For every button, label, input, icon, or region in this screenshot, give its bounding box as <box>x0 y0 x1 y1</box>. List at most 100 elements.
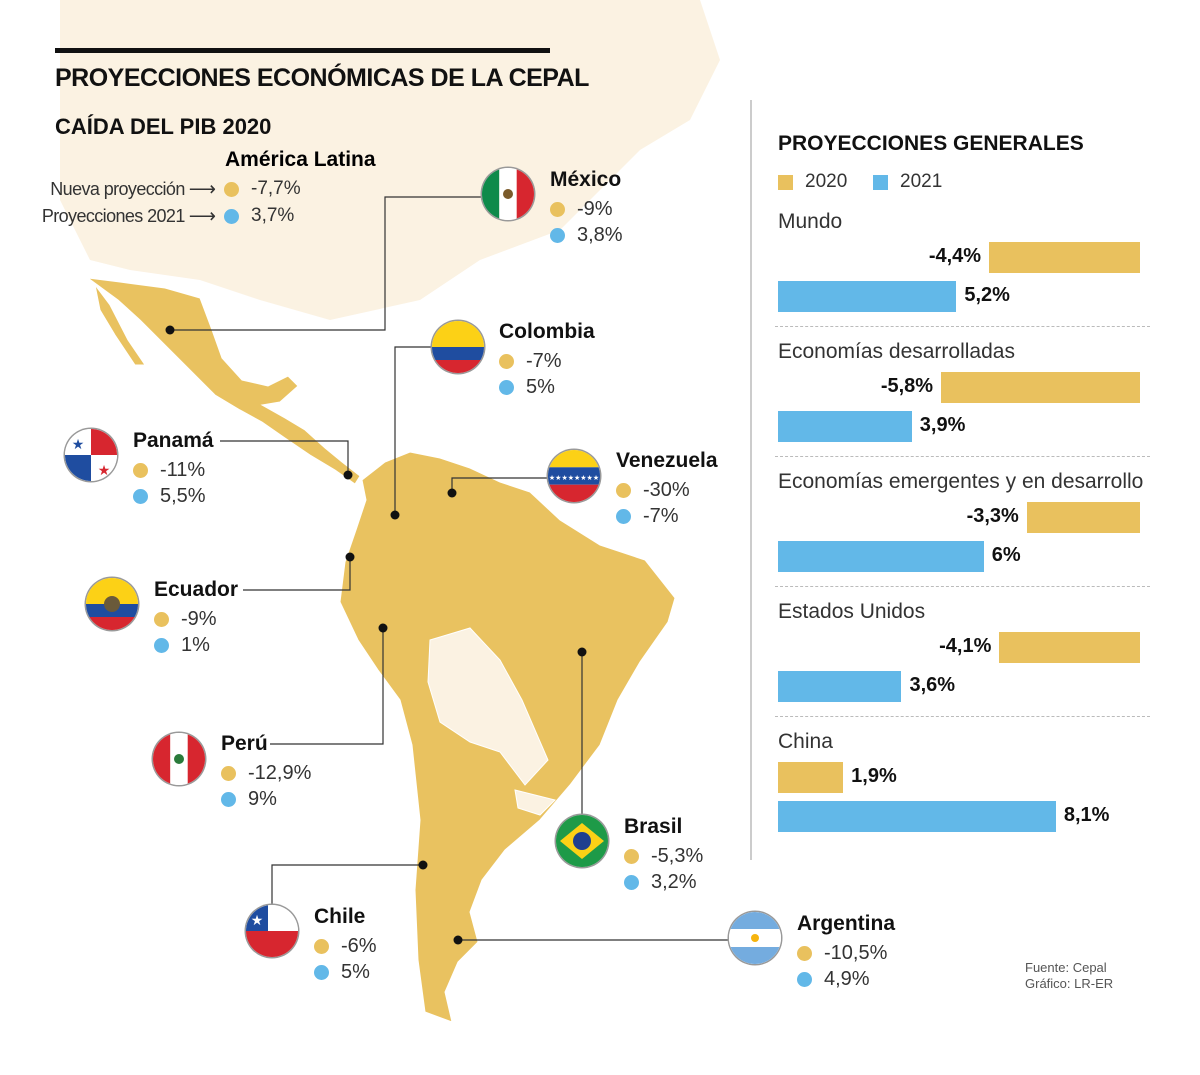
country-2020-argentina: -10,5% <box>797 942 887 965</box>
category-label: Economías emergentes y en desarrollo <box>778 470 1144 493</box>
dot-2021 <box>616 509 631 524</box>
source-note: Fuente: Cepal Gráfico: LR-ER <box>1025 960 1113 992</box>
latin-america-2020: -7,7% <box>224 178 301 200</box>
latin-america-title: América Latina <box>225 148 376 171</box>
value-2020: -7% <box>526 350 562 372</box>
divider <box>750 100 752 860</box>
flag-panama-icon: ★ ★ <box>65 429 117 481</box>
dot-2020 <box>154 612 169 627</box>
svg-text:★: ★ <box>72 436 85 452</box>
value-2021: 5,5% <box>160 485 206 507</box>
bar-2020 <box>1026 502 1140 533</box>
category-label: Mundo <box>778 210 843 233</box>
bar-label-2021: 8,1% <box>1063 804 1110 826</box>
bolivia-paraguay-light <box>427 627 556 816</box>
legend-2020: 2020 <box>778 171 847 193</box>
subtitle: CAÍDA DEL PIB 2020 <box>55 114 272 139</box>
category-separator <box>775 326 1150 327</box>
value-2021: 3,8% <box>577 224 623 246</box>
value-2020: -6% <box>341 935 377 957</box>
flag-colombia-icon <box>432 321 484 373</box>
country-name-peru: Perú <box>221 732 268 755</box>
flag-ecuador-icon <box>86 578 138 630</box>
country-2020-peru: -12,9% <box>221 762 311 785</box>
arrow-icon: ⟶ <box>188 206 216 227</box>
country-2020-mexico: -9% <box>550 198 613 221</box>
country-2020-brasil: -5,3% <box>624 845 703 868</box>
country-name-venezuela: Venezuela <box>616 449 718 472</box>
svg-text:★★★★★★★★: ★★★★★★★★ <box>549 474 599 482</box>
legend-label: 2020 <box>805 171 848 192</box>
dot-2020 <box>221 766 236 781</box>
bar-label-2021: 6% <box>991 544 1021 566</box>
dot-2020 <box>133 463 148 478</box>
country-2021-mexico: 3,8% <box>550 224 623 247</box>
country-2020-chile: -6% <box>314 935 377 958</box>
country-name-brasil: Brasil <box>624 815 683 838</box>
bar-2021 <box>778 281 957 312</box>
value-2020: -30% <box>643 479 690 501</box>
value-2020: -9% <box>181 608 217 630</box>
country-name-colombia: Colombia <box>499 320 595 343</box>
mexico-central-america-land <box>86 277 361 485</box>
bar-label-2020: -4,4% <box>928 245 982 267</box>
value: -7,7% <box>251 178 301 199</box>
country-2021-peru: 9% <box>221 788 277 811</box>
country-2021-ecuador: 1% <box>154 634 210 657</box>
top-rule <box>55 48 550 53</box>
bar-label-2021: 3,9% <box>919 414 966 436</box>
north-america-background <box>60 0 720 320</box>
country-2020-panama: -11% <box>133 459 205 482</box>
value-2021: 5% <box>341 961 370 983</box>
dot-2021 <box>550 228 565 243</box>
value-2020: -12,9% <box>248 762 312 784</box>
label: Nueva proyección <box>50 179 185 199</box>
flag-mexico-icon <box>482 168 534 220</box>
value-2020: -10,5% <box>824 942 888 964</box>
category-separator <box>775 456 1150 457</box>
legend-label: 2021 <box>900 171 943 192</box>
flag-chile-icon: ★ <box>246 905 298 957</box>
category-separator <box>775 716 1150 717</box>
flag-venezuela-icon: ★★★★★★★★ <box>548 450 600 502</box>
value-2021: 9% <box>248 788 277 810</box>
value-2020: -9% <box>577 198 613 220</box>
arrow-icon: ⟶ <box>188 179 216 200</box>
value: 3,7% <box>251 205 295 226</box>
dot-2020 <box>314 939 329 954</box>
country-name-ecuador: Ecuador <box>154 578 239 601</box>
flag-argentina-icon <box>729 912 781 964</box>
bar-2021 <box>778 541 984 572</box>
country-2020-colombia: -7% <box>499 350 562 373</box>
bar-label-2020: -3,3% <box>966 505 1019 527</box>
leader-lines <box>170 196 728 941</box>
bar-label-2021: 3,6% <box>909 674 956 696</box>
bar-label-2020: -4,1% <box>939 635 992 657</box>
dot-2020 <box>797 946 812 961</box>
value-2020: -11% <box>160 459 206 481</box>
source: Fuente: Cepal <box>1025 960 1107 975</box>
dot-2021 <box>624 875 639 890</box>
dot-2020 <box>624 849 639 864</box>
country-2021-panama: 5,5% <box>133 485 206 508</box>
category-label: Economías desarrolladas <box>778 340 1015 363</box>
value-2020: -5,3% <box>651 845 704 867</box>
country-2020-venezuela: -30% <box>616 479 690 502</box>
category-label: China <box>778 730 833 753</box>
country-2021-brasil: 3,2% <box>624 871 697 894</box>
bar-2021 <box>778 411 912 442</box>
dot-2021 <box>314 965 329 980</box>
value-2021: -7% <box>643 505 679 527</box>
dot-2021 <box>221 792 236 807</box>
flag-peru-icon <box>153 733 205 785</box>
bar-2020 <box>778 762 844 793</box>
category-separator <box>775 586 1150 587</box>
bar-2020 <box>999 632 1140 663</box>
credit: Gráfico: LR-ER <box>1025 976 1114 991</box>
value-2021: 1% <box>181 634 210 656</box>
dot-2020 <box>550 202 565 217</box>
page-title: PROYECCIONES ECONÓMICAS DE LA CEPAL <box>55 64 589 92</box>
country-2021-venezuela: -7% <box>616 505 679 528</box>
bar-2021 <box>778 671 902 702</box>
